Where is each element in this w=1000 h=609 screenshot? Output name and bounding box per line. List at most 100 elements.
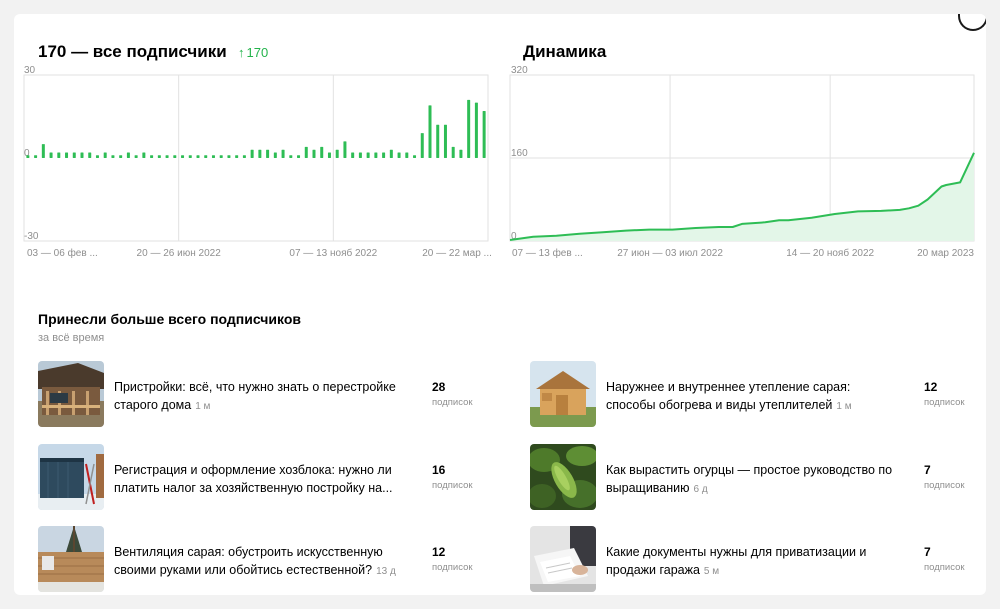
bar <box>103 152 107 158</box>
article-thumbnail[interactable] <box>38 526 104 592</box>
bar <box>436 124 440 158</box>
x-tick-label: 20 мар 2023 <box>917 248 974 259</box>
series-line <box>509 152 975 241</box>
bar <box>219 155 223 158</box>
y-tick-label: -30 <box>24 231 39 242</box>
bar <box>250 149 254 158</box>
bar <box>134 155 138 158</box>
bar <box>126 152 130 158</box>
bar <box>273 152 277 158</box>
article-title[interactable]: Регистрация и оформление хозблока: нужно… <box>114 463 393 495</box>
article-item[interactable]: Какие документы нужны для приватизации и… <box>530 526 986 592</box>
bar <box>165 155 169 158</box>
y-tick-label: 160 <box>511 148 528 159</box>
bar <box>467 99 471 158</box>
bar <box>312 149 316 158</box>
article-thumbnail[interactable] <box>530 444 596 510</box>
arrow-up-icon: ↑ <box>238 45 245 60</box>
documents-image <box>530 526 596 592</box>
bar <box>405 152 409 158</box>
bar <box>327 152 331 158</box>
bar <box>258 149 262 158</box>
subscriptions-label: подписок <box>924 480 965 491</box>
x-tick-label: 14 — 20 нояб 2022 <box>786 247 874 259</box>
dynamics-area-chart: 320 160 0 07 — 13 фев ... 27 июн — 03 июл 20… <box>509 65 975 259</box>
stats-card: 170 — все подписчики ↑ 170 Динамика 30 0 -… <box>14 14 986 595</box>
bar <box>157 155 161 158</box>
bar <box>420 133 424 158</box>
y-tick-label: 30 <box>24 65 36 76</box>
cucumber-image <box>530 444 596 510</box>
article-item[interactable]: Наружнее и внутреннее утепление сарая: с… <box>530 361 986 427</box>
subscriptions-label: подписок <box>924 397 965 408</box>
article-item[interactable]: Регистрация и оформление хозблока: нужно… <box>38 444 498 510</box>
article-age: 6 д <box>693 484 708 495</box>
x-tick-label: 03 — 06 фев ... <box>27 247 98 259</box>
article-item[interactable]: Вентиляция сарая: обустроить искусственн… <box>38 526 498 592</box>
subscribers-bar-chart: 30 0 -30 03 — 06 фев ... 20 — 26 июн 2022 07 … <box>23 65 492 259</box>
subscriptions-count: 16 <box>432 463 446 477</box>
growth-indicator: ↑ 170 <box>238 45 268 60</box>
article-item[interactable]: Пристройки: всё, что нужно знать о перес… <box>38 361 498 427</box>
bar <box>196 155 200 158</box>
bar <box>204 155 208 158</box>
avatar[interactable] <box>958 14 986 31</box>
article-age: 1 м <box>836 401 852 412</box>
article-title[interactable]: Как вырастить огурцы — простое руководст… <box>606 463 893 495</box>
article-age: 1 м <box>195 401 211 412</box>
bar <box>482 110 486 158</box>
article-item[interactable]: Как вырастить огурцы — простое руководст… <box>530 444 986 510</box>
bar <box>26 155 30 158</box>
bar <box>49 152 53 158</box>
subscriptions-count: 28 <box>432 380 446 394</box>
subscriptions-label: подписок <box>924 562 965 573</box>
article-title[interactable]: Наружнее и внутреннее утепление сарая: с… <box>606 380 852 412</box>
chart-frame <box>23 74 489 242</box>
area-fill <box>510 152 974 241</box>
subscriptions-count: 12 <box>924 380 938 394</box>
subscribers-title: 170 — все подписчики <box>38 42 227 61</box>
y-tick-label: 0 <box>24 148 30 159</box>
bar <box>366 152 370 158</box>
bar <box>351 152 355 158</box>
bar <box>343 141 347 158</box>
subscriptions-label: подписок <box>432 397 473 408</box>
bar <box>57 152 61 158</box>
bar <box>474 102 478 158</box>
subscriptions-label: подписок <box>432 562 473 573</box>
bar <box>235 155 239 158</box>
bar <box>281 149 285 158</box>
bar <box>266 149 270 158</box>
bar <box>320 146 324 158</box>
growth-value: 170 <box>246 45 269 60</box>
y-tick-label: 0 <box>511 231 517 242</box>
article-title[interactable]: Пристройки: всё, что нужно знать о перес… <box>114 380 396 412</box>
article-thumbnail[interactable] <box>38 361 104 427</box>
article-age: 13 д <box>376 566 396 577</box>
dynamics-title: Динамика <box>523 42 607 61</box>
shed-insulation-image <box>530 361 596 427</box>
x-tick-label: 20 — 26 июн 2022 <box>137 248 222 259</box>
bar <box>459 149 463 158</box>
bar <box>95 155 99 158</box>
x-tick-label: 07 — 13 фев ... <box>512 247 583 259</box>
utility-block-image <box>38 444 104 510</box>
article-title[interactable]: Какие документы нужны для приватизации и… <box>606 545 867 577</box>
bar <box>188 155 192 158</box>
subscriptions-count: 7 <box>924 463 931 477</box>
shed-ventilation-image <box>38 526 104 592</box>
bar <box>34 155 38 158</box>
subscriptions-label: подписок <box>432 480 473 491</box>
bar <box>211 155 215 158</box>
article-thumbnail[interactable] <box>530 361 596 427</box>
article-title[interactable]: Вентиляция сарая: обустроить искусственн… <box>114 545 396 577</box>
bar <box>227 155 231 158</box>
article-thumbnail[interactable] <box>530 526 596 592</box>
subscriptions-count: 12 <box>432 545 446 559</box>
bar <box>150 155 154 158</box>
bar <box>335 149 339 158</box>
bar <box>413 155 417 158</box>
article-thumbnail[interactable] <box>38 444 104 510</box>
article-age: 5 м <box>703 566 720 577</box>
bar <box>389 149 393 158</box>
